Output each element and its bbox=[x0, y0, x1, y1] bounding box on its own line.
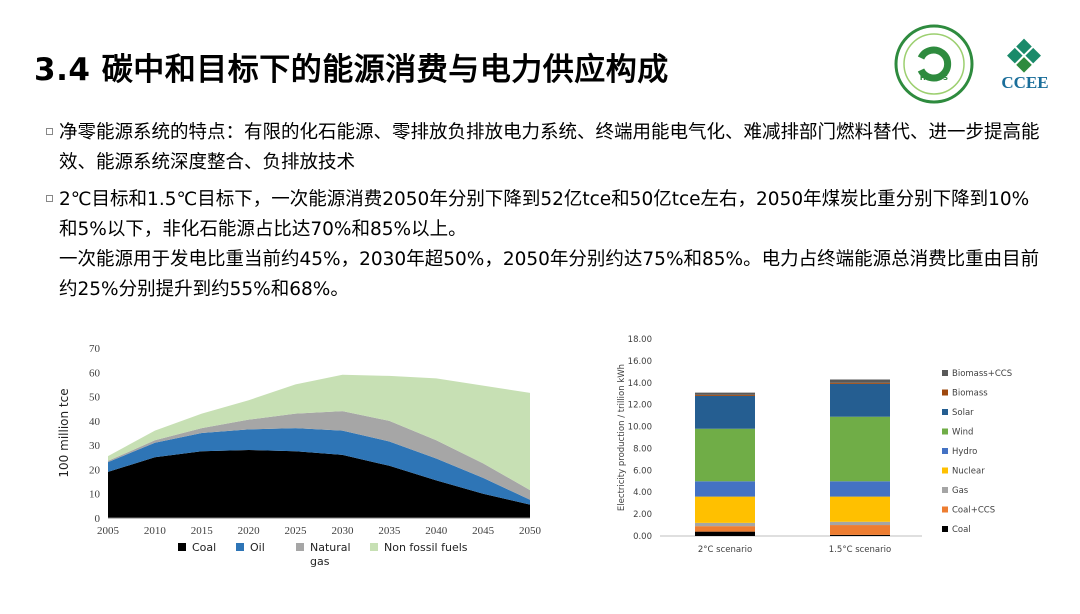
bar-segment-nuclear bbox=[695, 496, 755, 523]
legend-swatch bbox=[942, 409, 948, 415]
y-tick-label: 50 bbox=[89, 392, 101, 404]
area-series-non-fossil-fuels bbox=[108, 374, 530, 491]
legend-label: Oil bbox=[250, 541, 265, 554]
x-tick-label: 2°C scenario bbox=[698, 545, 752, 555]
legend-label: Natural bbox=[310, 541, 351, 554]
bar-segment-coal bbox=[830, 534, 890, 536]
bar-segment-biomass bbox=[830, 382, 890, 384]
legend-label: Wind bbox=[952, 428, 973, 438]
bar-segment-coal-ccs bbox=[695, 526, 755, 532]
bar-segment-hydro bbox=[830, 481, 890, 497]
legend-label: Coal bbox=[952, 525, 971, 535]
legend-swatch bbox=[370, 543, 378, 551]
legend-label: Biomass bbox=[952, 389, 988, 399]
legend-swatch bbox=[236, 543, 244, 551]
hciets-logo-text: HCIETS bbox=[920, 74, 948, 82]
bullet-list: 净零能源系统的特点：有限的化石能源、零排放负排放电力系统、终端用能电气化、难减排… bbox=[46, 118, 1046, 312]
legend-swatch bbox=[942, 370, 948, 376]
legend-swatch bbox=[942, 389, 948, 396]
y-tick-label: 20 bbox=[89, 464, 101, 476]
legend-label: Gas bbox=[952, 486, 969, 496]
bar-segment-solar bbox=[695, 395, 755, 429]
bar-segment-gas bbox=[830, 521, 890, 526]
y-tick-label: 30 bbox=[89, 440, 101, 452]
y-tick-label: 4.00 bbox=[633, 488, 652, 498]
y-tick-label: 6.00 bbox=[633, 466, 652, 476]
legend-label: Coal bbox=[192, 541, 216, 554]
bar-segment-coal bbox=[695, 531, 755, 536]
x-tick-label: 2020 bbox=[238, 525, 261, 537]
page-title: 3.4 碳中和目标下的能源消费与电力供应构成 bbox=[34, 52, 669, 88]
bar-segment-coal-ccs bbox=[830, 525, 890, 535]
y-axis-label: 100 million tce bbox=[57, 388, 71, 477]
x-tick-label: 1.5°C scenario bbox=[829, 545, 891, 555]
ccee-logo-icon: CCEE bbox=[1001, 38, 1049, 92]
area-series-natural-gas bbox=[108, 411, 530, 500]
bar-segment-biomass-ccs bbox=[830, 379, 890, 383]
bar-segment-wind bbox=[695, 428, 755, 482]
x-tick-label: 2030 bbox=[331, 525, 354, 537]
legend-label: Non fossil fuels bbox=[384, 541, 468, 554]
y-tick-label: 60 bbox=[89, 367, 101, 379]
area-series-oil bbox=[108, 428, 530, 505]
x-tick-label: 2010 bbox=[144, 525, 167, 537]
legend-label: Hydro bbox=[952, 447, 977, 457]
x-tick-label: 2040 bbox=[425, 525, 448, 537]
logos: HCIETS CCEE bbox=[894, 24, 1049, 104]
bullet-item: 净零能源系统的特点：有限的化石能源、零排放负排放电力系统、终端用能电气化、难减排… bbox=[46, 118, 1046, 178]
legend-swatch bbox=[942, 487, 948, 493]
y-tick-label: 0.00 bbox=[633, 532, 652, 542]
legend-label: Solar bbox=[952, 408, 974, 418]
y-tick-label: 10 bbox=[89, 489, 101, 501]
legend-swatch bbox=[178, 543, 186, 551]
y-tick-label: 70 bbox=[89, 343, 101, 355]
bar-segment-nuclear bbox=[830, 496, 890, 522]
legend-label: Coal+CCS bbox=[952, 506, 995, 516]
hciets-logo-icon: HCIETS bbox=[894, 24, 974, 104]
y-tick-label: 10.00 bbox=[628, 423, 652, 433]
y-tick-label: 16.00 bbox=[628, 357, 652, 367]
y-tick-label: 2.00 bbox=[633, 510, 652, 520]
ccee-logo-text: CCEE bbox=[1001, 73, 1048, 92]
bullet-text: 净零能源系统的特点：有限的化石能源、零排放负排放电力系统、终端用能电气化、难减排… bbox=[59, 122, 1040, 173]
legend-swatch bbox=[942, 467, 948, 474]
x-tick-label: 2035 bbox=[378, 525, 401, 537]
y-tick-label: 18.00 bbox=[628, 335, 652, 345]
bar-segment-solar bbox=[830, 383, 890, 417]
legend-label: Biomass+CCS bbox=[952, 369, 1012, 379]
bar-segment-hydro bbox=[695, 481, 755, 497]
x-tick-label: 2050 bbox=[519, 525, 542, 537]
y-tick-label: 0 bbox=[95, 513, 101, 525]
area-series-coal bbox=[108, 450, 530, 518]
bar-chart: 0.00 2.00 4.00 6.00 8.00 10.00 12.00 14.00 16.00… bbox=[617, 335, 1012, 555]
legend-label: Nuclear bbox=[952, 467, 985, 477]
x-tick-label: 2025 bbox=[285, 525, 308, 537]
y-tick-label: 8.00 bbox=[633, 444, 652, 454]
bullet-item: 2℃目标和1.5℃目标下，一次能源消费2050年分别下降到52亿tce和50亿t… bbox=[46, 185, 1046, 305]
legend-swatch bbox=[942, 506, 948, 513]
legend-label: gas bbox=[310, 555, 330, 568]
legend-swatch bbox=[942, 428, 948, 435]
y-tick-label: 14.00 bbox=[628, 379, 652, 389]
y-tick-label: 12.00 bbox=[628, 401, 652, 411]
y-tick-label: 40 bbox=[89, 416, 101, 428]
y-axis-label: Electricity production / trillion kWh bbox=[617, 364, 627, 511]
x-tick-label: 2005 bbox=[97, 525, 120, 537]
bullet-square-icon bbox=[46, 195, 53, 202]
bar-segment-wind bbox=[830, 416, 890, 482]
bullet-subtext: 一次能源用于发电比重当前约45%，2030年超50%，2050年分别约达75%和… bbox=[59, 249, 1040, 300]
bar-segment-biomass-ccs bbox=[695, 392, 755, 395]
bar-segment-biomass bbox=[695, 394, 755, 396]
x-tick-label: 2045 bbox=[472, 525, 495, 537]
bullet-text: 2℃目标和1.5℃目标下，一次能源消费2050年分别下降到52亿tce和50亿t… bbox=[59, 189, 1030, 240]
x-tick-label: 2015 bbox=[191, 525, 214, 537]
legend-swatch bbox=[942, 448, 948, 454]
legend-swatch bbox=[942, 526, 948, 532]
legend-swatch bbox=[296, 543, 304, 551]
bar-segment-gas bbox=[695, 522, 755, 527]
bullet-square-icon bbox=[46, 128, 53, 135]
